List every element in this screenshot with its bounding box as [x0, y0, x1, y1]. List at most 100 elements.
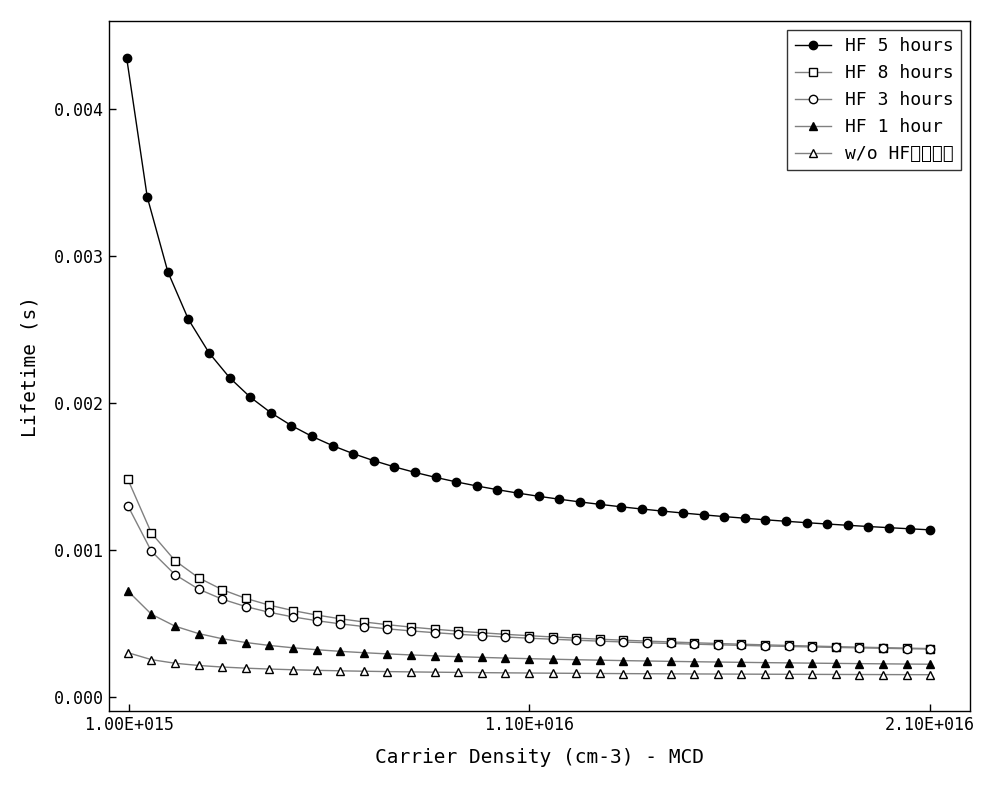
w/o HF（原始）: [429, 667, 441, 677]
HF 5 hours: [553, 495, 565, 504]
HF 5 hours: [615, 502, 627, 511]
HF 3 hours: [122, 501, 134, 511]
w/o HF（原始）: [169, 659, 181, 668]
HF 1 hour: [853, 659, 865, 668]
HF 8 hours: [853, 642, 865, 652]
X-axis label: Carrier Density (cm-3) - MCD: Carrier Density (cm-3) - MCD: [375, 748, 704, 768]
w/o HF（原始）: [240, 663, 252, 673]
HF 8 hours: [216, 585, 228, 594]
w/o HF（原始）: [688, 669, 700, 678]
HF 3 hours: [641, 638, 653, 648]
HF 1 hour: [901, 660, 913, 669]
w/o HF（原始）: [712, 669, 724, 678]
HF 8 hours: [901, 643, 913, 652]
HF 1 hour: [594, 656, 606, 665]
HF 1 hour: [193, 629, 205, 638]
HF 5 hours: [491, 485, 503, 494]
HF 5 hours: [224, 373, 236, 382]
HF 1 hour: [547, 655, 559, 664]
HF 3 hours: [429, 628, 441, 637]
HF 8 hours: [570, 634, 582, 643]
HF 1 hour: [830, 659, 842, 668]
HF 5 hours: [656, 507, 668, 516]
HF 5 hours: [801, 518, 813, 527]
HF 8 hours: [429, 624, 441, 634]
HF 8 hours: [594, 634, 606, 644]
HF 5 hours: [182, 314, 194, 324]
HF 3 hours: [924, 645, 936, 654]
HF 8 hours: [169, 556, 181, 565]
HF 5 hours: [677, 508, 689, 518]
Line: HF 3 hours: HF 3 hours: [124, 501, 934, 653]
w/o HF（原始）: [830, 670, 842, 679]
w/o HF（原始）: [570, 668, 582, 678]
HF 1 hour: [523, 654, 535, 663]
HF 3 hours: [334, 619, 346, 629]
HF 1 hour: [263, 641, 275, 650]
HF 3 hours: [665, 639, 677, 649]
HF 5 hours: [471, 481, 483, 491]
w/o HF（原始）: [853, 670, 865, 679]
HF 1 hour: [287, 643, 299, 652]
w/o HF（原始）: [334, 666, 346, 675]
HF 3 hours: [381, 624, 393, 634]
HF 1 hour: [806, 659, 818, 668]
w/o HF（原始）: [287, 665, 299, 675]
w/o HF（原始）: [617, 669, 629, 678]
HF 5 hours: [512, 489, 524, 498]
Line: HF 8 hours: HF 8 hours: [124, 475, 934, 652]
HF 1 hour: [145, 609, 157, 619]
HF 8 hours: [499, 630, 511, 639]
HF 1 hour: [665, 656, 677, 666]
HF 3 hours: [547, 634, 559, 644]
HF 5 hours: [739, 514, 751, 523]
HF 8 hours: [263, 600, 275, 610]
HF 8 hours: [759, 640, 771, 649]
w/o HF（原始）: [193, 661, 205, 671]
HF 1 hour: [570, 655, 582, 664]
HF 5 hours: [430, 473, 442, 482]
HF 1 hour: [405, 650, 417, 660]
HF 5 hours: [533, 492, 545, 501]
Y-axis label: Lifetime (s): Lifetime (s): [21, 296, 40, 437]
HF 1 hour: [476, 652, 488, 662]
HF 5 hours: [574, 497, 586, 507]
HF 1 hour: [169, 622, 181, 631]
HF 3 hours: [358, 622, 370, 631]
HF 5 hours: [388, 463, 400, 472]
HF 5 hours: [924, 525, 936, 534]
HF 3 hours: [287, 612, 299, 622]
HF 3 hours: [853, 643, 865, 652]
HF 8 hours: [452, 626, 464, 636]
HF 5 hours: [285, 421, 297, 430]
HF 3 hours: [830, 643, 842, 652]
HF 3 hours: [783, 641, 795, 651]
HF 3 hours: [193, 585, 205, 594]
HF 5 hours: [594, 500, 606, 509]
HF 1 hour: [688, 657, 700, 667]
HF 8 hours: [877, 643, 889, 652]
HF 3 hours: [405, 626, 417, 636]
HF 5 hours: [327, 441, 339, 451]
HF 5 hours: [883, 523, 895, 533]
HF 5 hours: [368, 456, 380, 466]
HF 8 hours: [405, 623, 417, 632]
HF 3 hours: [735, 641, 747, 650]
HF 1 hour: [122, 586, 134, 596]
HF 1 hour: [311, 645, 323, 655]
HF 8 hours: [240, 593, 252, 603]
HF 3 hours: [594, 637, 606, 646]
w/o HF（原始）: [405, 667, 417, 677]
HF 5 hours: [862, 522, 874, 531]
w/o HF（原始）: [759, 670, 771, 679]
HF 3 hours: [240, 602, 252, 611]
HF 1 hour: [735, 658, 747, 667]
w/o HF（原始）: [122, 648, 134, 657]
w/o HF（原始）: [877, 670, 889, 679]
w/o HF（原始）: [924, 670, 936, 679]
Line: HF 5 hours: HF 5 hours: [122, 54, 934, 534]
HF 3 hours: [452, 630, 464, 639]
HF 1 hour: [783, 658, 795, 667]
w/o HF（原始）: [806, 670, 818, 679]
HF 3 hours: [759, 641, 771, 651]
